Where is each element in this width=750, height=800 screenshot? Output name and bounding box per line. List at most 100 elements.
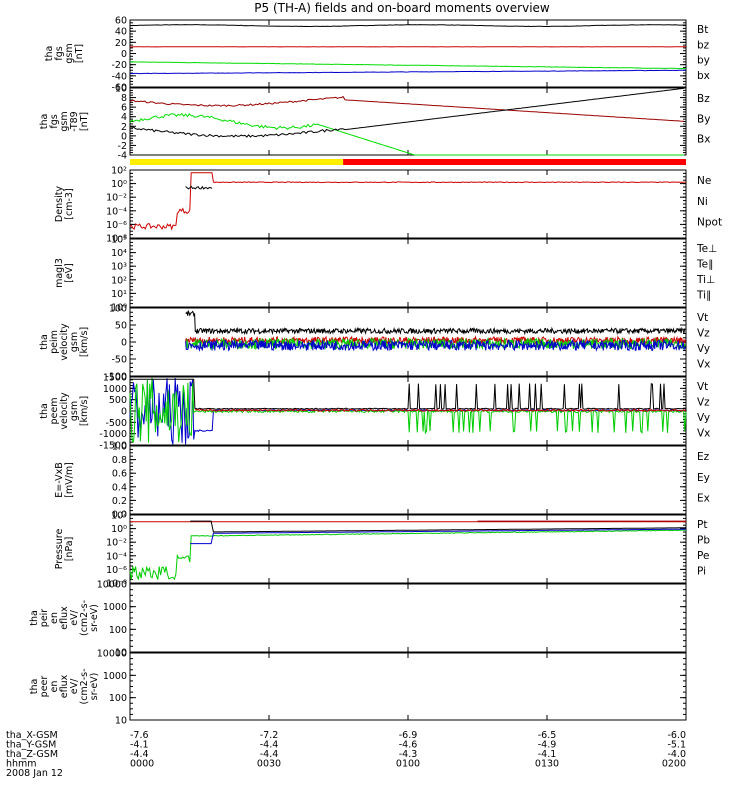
panel-frame (129, 583, 687, 653)
y-axis-label-line: fgs (49, 114, 60, 128)
ephemeris-value: -5.1 (667, 740, 686, 751)
y-tick-label: 1000 (103, 384, 127, 395)
y-tick-label: 1.0 (112, 442, 127, 453)
y-tick-label: 10⁻² (106, 538, 127, 549)
legend-vz: Vz (697, 397, 710, 409)
series-vt (185, 309, 686, 336)
y-axis-label-line: tha (39, 334, 50, 350)
y-tick-label: -500 (105, 418, 127, 429)
ephemeris-value: -6.9 (399, 730, 418, 741)
y-tick-label: 10⁰ (111, 179, 127, 190)
y-axis-label-line: [cm-3] (64, 188, 75, 219)
series-by-dsc (129, 112, 685, 156)
legend-ni: Ni (697, 196, 708, 208)
y-tick-label: -40 (111, 71, 127, 82)
ephemeris-value: -4.1 (538, 749, 557, 760)
panel-peer_en: 10000 1000 100 10 tha peer en eflux eV/(cm2-s-sr… (29, 649, 687, 727)
time-tick-label: 0130 (535, 759, 559, 770)
y-axis-label-line: gsm (64, 43, 75, 63)
legend-pt: Pt (697, 519, 707, 531)
panel-frame (129, 652, 687, 721)
y-axis-label-line: peim (49, 330, 60, 354)
legend-bx: bx (697, 70, 710, 82)
y-axis-label-line: eV/ (69, 678, 80, 694)
y-axis-label-line: [nT] (79, 112, 90, 131)
legend-ez: Ez (697, 451, 710, 463)
y-axis-label-line: en (49, 681, 60, 693)
y-axis-label-line: magl3 (54, 258, 65, 288)
y-axis-label: Pressure [nPa] (54, 529, 75, 570)
panel-temp: 10⁵ 10⁴ 10³ 10² 10¹ 10⁰ magl3 [eV] Te⊥ Te∥ Ti⊥ Ti∥ (54, 235, 717, 314)
y-tick-label: -1500 (99, 441, 127, 452)
y-tick-label: 10⁰ (111, 524, 127, 535)
legend-ti∥: Ti∥ (696, 290, 711, 302)
y-axis-label: tha fgs gsm -T89 [nT] (39, 111, 90, 131)
y-axis-label-line: eV/ (69, 609, 80, 625)
y-tick-label: 10 (115, 648, 127, 659)
series-vx (185, 338, 686, 352)
legend-vy: Vy (697, 412, 710, 424)
series-bx (130, 69, 687, 75)
y-tick-label: 100 (109, 625, 127, 636)
legend-bz: bz (697, 39, 710, 51)
ephemeris-value: -6.0 (667, 730, 686, 741)
y-tick-label: 100 (109, 304, 127, 315)
legend-vz: Vz (697, 328, 710, 340)
y-tick-label: 60 (115, 16, 127, 27)
y-tick-label: 10² (111, 511, 127, 522)
y-tick-label: 1000 (103, 671, 127, 682)
time-tick-label: 0200 (662, 759, 686, 770)
series-bt (129, 24, 687, 28)
y-axis-label-line: velocity (59, 392, 70, 430)
ephemeris-value: -4.1 (130, 740, 149, 751)
legend-by: By (697, 113, 710, 125)
y-tick-label: -20 (111, 60, 127, 71)
panel-peir_en: 10000 1000 100 10 tha peir en eflux eV/(cm2-s-sr… (29, 580, 687, 659)
y-tick-label: 0.6 (112, 469, 127, 480)
panel-efield: 1.0 0.8 0.6 0.4 0.2 0.0 E=-VxB [mV/m] Ez Ey Ex (54, 442, 710, 521)
y-tick-label: 10³ (111, 262, 127, 273)
legend-vx: Vx (697, 428, 710, 440)
series-bz-dsc (129, 95, 685, 122)
ephemeris-value: -4.0 (667, 749, 686, 760)
legend-pb: Pb (697, 535, 710, 547)
y-axis-label-line: (cm2-s- (79, 600, 90, 636)
y-tick-label: 10⁻⁴ (106, 206, 127, 217)
series-pe (129, 529, 686, 581)
ephemeris-value: -4.9 (538, 740, 557, 751)
y-axis-label-line: Density (54, 186, 65, 222)
y-tick-label: -1000 (99, 429, 127, 440)
ephemeris-label: tha_X-GSM (6, 730, 58, 741)
panel-frame (129, 445, 687, 515)
ephemeris-value: -7.2 (260, 730, 279, 741)
time-tick-label: 0000 (130, 759, 154, 770)
y-axis-label-line: tha (39, 114, 50, 130)
legend-bz: Bz (697, 93, 710, 105)
y-axis-label-line: sr-eV) (89, 604, 100, 632)
y-axis-label-line: gsm (69, 401, 80, 421)
y-tick-label: 10¹ (111, 289, 127, 300)
ephemeris-value: -7.6 (130, 730, 149, 741)
time-axis-footer: tha_X-GSM -7.6 -7.2 -6.9 -6.5 -6.0 tha_Y-GSM -4… (6, 730, 686, 779)
y-axis-label-line: sr-eV) (89, 673, 100, 701)
y-axis-label-line: tha (29, 610, 40, 626)
y-axis-label: tha peim velocity gsm [km/s] (39, 323, 90, 361)
legend-vt: Vt (697, 312, 708, 324)
legend-te∥: Te∥ (696, 259, 713, 271)
y-axis-label-line: en (49, 612, 60, 624)
legend-vt: Vt (697, 381, 708, 393)
y-axis-label: tha fgs gsm [nT] (44, 43, 85, 63)
y-tick-label: 0 (121, 49, 127, 60)
legend-npot: Npot (697, 216, 722, 228)
y-tick-label: 0 (121, 407, 127, 418)
y-tick-label: -60 (111, 83, 127, 94)
mode-bar-segment (130, 159, 344, 165)
y-axis-label-line: peir (39, 609, 50, 628)
legend-ne: Ne (697, 175, 711, 187)
y-tick-label: 10⁻⁶ (106, 565, 127, 576)
legend-bx: Bx (697, 134, 710, 146)
y-tick-label: -2 (118, 141, 127, 152)
